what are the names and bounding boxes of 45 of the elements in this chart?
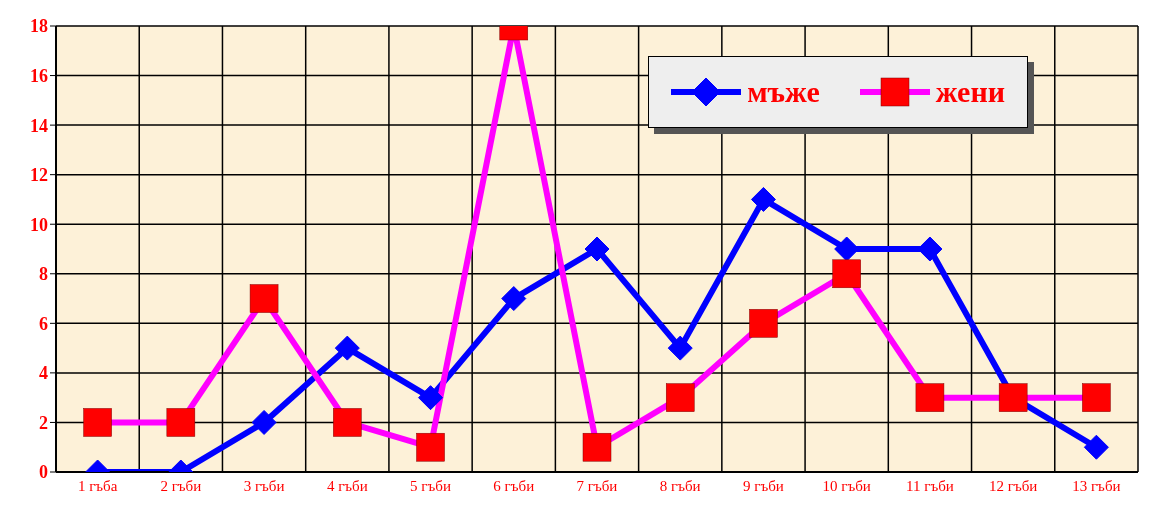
x-tick-label: 10 гъби bbox=[822, 477, 871, 494]
x-tick-label: 8 гъби bbox=[659, 477, 701, 494]
x-tick-label: 7 гъби bbox=[576, 477, 618, 494]
y-tick-label: 8 bbox=[39, 264, 48, 285]
x-tick-label: 4 гъби bbox=[326, 477, 368, 494]
point bbox=[333, 408, 362, 437]
x-tick-label: 3 гъби bbox=[243, 477, 285, 494]
point bbox=[1083, 434, 1109, 460]
x-tick-label: 5 гъби bbox=[410, 477, 451, 494]
y-tick-label: 16 bbox=[30, 65, 48, 86]
x-tick-label: 6 гъби bbox=[493, 477, 535, 494]
x-tick-label: 9 гъби bbox=[743, 477, 784, 494]
legend-label: жени bbox=[935, 75, 1005, 109]
x-tick-label: 1 гъба bbox=[77, 477, 118, 494]
point bbox=[832, 259, 861, 289]
point bbox=[83, 408, 112, 437]
point bbox=[416, 432, 445, 462]
y-tick-label: 14 bbox=[30, 115, 48, 136]
y-tick-label: 0 bbox=[39, 462, 48, 483]
point bbox=[334, 335, 360, 361]
point bbox=[915, 383, 945, 412]
y-tick-label: 2 bbox=[39, 412, 48, 433]
y-tick-label: 6 bbox=[39, 313, 48, 334]
x-tick-label: 13 гъби bbox=[1072, 477, 1121, 494]
point bbox=[249, 284, 279, 313]
y-tick-label: 12 bbox=[30, 165, 48, 186]
y-tick-label: 18 bbox=[30, 16, 48, 37]
point bbox=[667, 335, 693, 361]
y-tick-label: 10 bbox=[30, 214, 48, 235]
point bbox=[166, 408, 196, 437]
x-tick-label: 11 гъби bbox=[906, 477, 954, 494]
y-tick-label: 4 bbox=[39, 363, 48, 384]
point bbox=[582, 432, 612, 462]
point bbox=[750, 186, 776, 212]
x-tick-label: 2 гъби bbox=[160, 477, 202, 494]
point bbox=[251, 409, 277, 435]
x-tick-label: 12 гъби bbox=[988, 477, 1038, 494]
point bbox=[1082, 383, 1111, 412]
point bbox=[665, 383, 695, 412]
point bbox=[501, 286, 527, 312]
point bbox=[418, 385, 444, 411]
point bbox=[584, 236, 610, 262]
point bbox=[749, 309, 778, 338]
point bbox=[917, 236, 943, 262]
legend-label: мъже bbox=[747, 75, 820, 109]
